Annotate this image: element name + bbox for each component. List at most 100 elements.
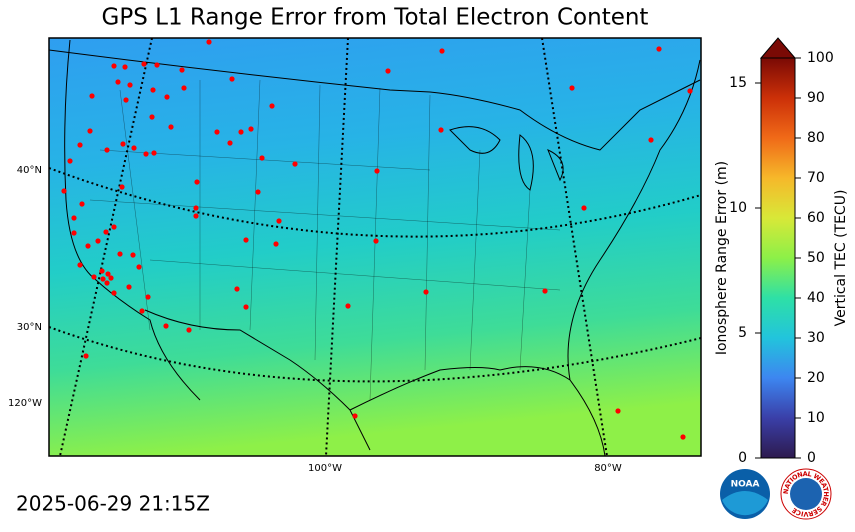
station: [194, 179, 200, 185]
station: [117, 251, 123, 257]
border: [49, 49, 701, 151]
tick-label: 40: [807, 290, 825, 306]
noaa-text: NOAA: [731, 480, 760, 490]
station: [111, 290, 117, 296]
station: [141, 61, 147, 67]
map: [49, 38, 701, 456]
state-lines: [89, 79, 561, 401]
noaa-wave: [722, 491, 768, 516]
station: [122, 64, 128, 70]
station: [374, 168, 380, 174]
colorbar-right-label: Vertical TEC (TECU): [833, 190, 849, 327]
station: [352, 413, 358, 419]
tick-label: 20: [807, 370, 825, 386]
station: [248, 126, 254, 132]
station: [164, 94, 170, 100]
station: [269, 103, 275, 109]
station: [154, 62, 160, 68]
station: [130, 252, 136, 258]
station: [656, 46, 662, 52]
station: [77, 262, 83, 268]
station: [105, 271, 111, 277]
station: [193, 213, 199, 219]
lon-label: 100°W: [308, 463, 342, 474]
station: [126, 284, 132, 290]
meridian: [59, 38, 153, 456]
station: [680, 434, 686, 440]
station: [131, 145, 137, 151]
parallel: [49, 326, 701, 383]
station: [83, 353, 89, 359]
station: [136, 264, 142, 270]
tick-label: 15: [729, 75, 747, 91]
station: [259, 155, 265, 161]
station: [67, 158, 73, 164]
noaa-logo: NOAA: [720, 469, 770, 519]
station: [181, 85, 187, 91]
station: [229, 76, 235, 82]
tick-label: 0: [807, 450, 816, 466]
station: [193, 205, 199, 211]
station: [615, 408, 621, 414]
station: [687, 88, 693, 94]
station: [103, 229, 109, 235]
station: [79, 201, 85, 207]
nws-logo: NATIONAL WEATHER SERVICE: [780, 468, 832, 520]
station: [89, 93, 95, 99]
station: [145, 294, 151, 300]
station: [214, 129, 220, 135]
tick-label: 80: [807, 130, 825, 146]
station: [61, 188, 67, 194]
tick-label: 100: [807, 50, 834, 66]
station: [123, 97, 129, 103]
station: [179, 67, 185, 73]
map-frame: [48, 37, 702, 457]
station: [206, 39, 212, 45]
station: [438, 127, 444, 133]
station: [87, 128, 93, 134]
tick-label: 5: [738, 325, 747, 341]
tick-label: 0: [738, 450, 747, 466]
station: [85, 243, 91, 249]
stations: [61, 39, 693, 440]
station: [104, 147, 110, 153]
station: [120, 141, 126, 147]
station: [100, 276, 106, 282]
lat-label: 40°N: [17, 165, 42, 176]
station: [385, 68, 391, 74]
colorbar-left-label: Ionosphere Range Error (m): [714, 161, 730, 355]
station: [149, 114, 155, 120]
station: [255, 189, 261, 195]
station: [95, 238, 101, 244]
station: [243, 304, 249, 310]
station: [91, 274, 97, 280]
lon-label: 120°W: [8, 398, 42, 409]
station: [99, 268, 105, 274]
station: [71, 230, 77, 236]
station: [127, 82, 133, 88]
tick-label: 60: [807, 210, 825, 226]
parallel: [49, 167, 701, 238]
tick-label: 70: [807, 170, 825, 186]
lon-label: 80°W: [594, 463, 622, 474]
station: [273, 241, 279, 247]
nws-center: [790, 478, 822, 510]
meridian: [541, 38, 608, 456]
coastline: [64, 39, 701, 456]
colorbar: 0 5 10 15 0 10 20 30 40 50 60 70 80 90 100: [729, 37, 834, 466]
lat-label: 30°N: [17, 322, 42, 333]
station: [163, 323, 169, 329]
station: [77, 142, 83, 148]
station: [581, 205, 587, 211]
station: [150, 87, 156, 93]
station: [115, 79, 121, 85]
station: [104, 280, 110, 286]
station: [143, 151, 149, 157]
station: [648, 137, 654, 143]
tick-label: 10: [807, 410, 825, 426]
station: [542, 288, 548, 294]
station: [345, 303, 351, 309]
tick-label: 90: [807, 90, 825, 106]
station: [373, 238, 379, 244]
station: [111, 224, 117, 230]
